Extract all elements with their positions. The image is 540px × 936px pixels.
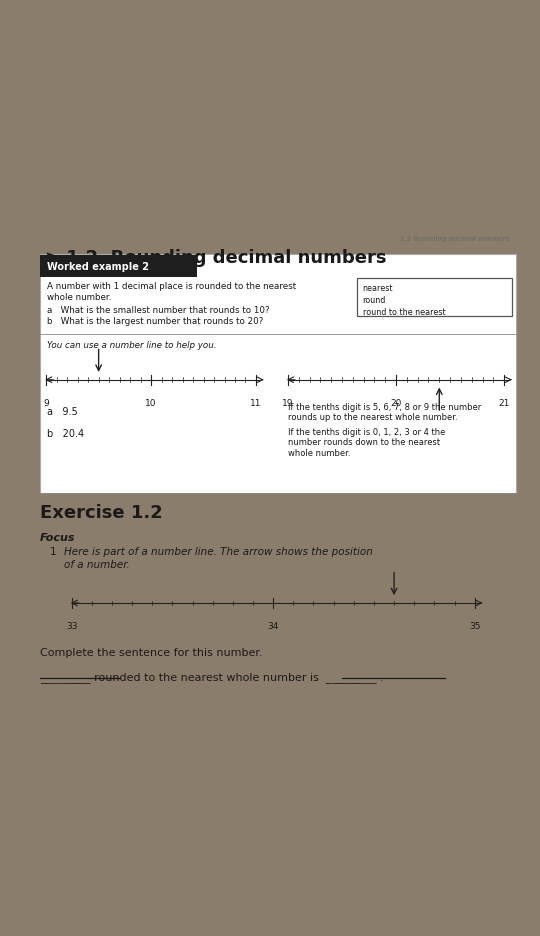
Text: Exercise 1.2: Exercise 1.2 [40, 504, 163, 521]
Text: 33: 33 [66, 622, 77, 630]
Text: You can use a number line to help you.: You can use a number line to help you. [47, 340, 217, 349]
Text: Complete the sentence for this number.: Complete the sentence for this number. [40, 648, 262, 658]
Text: 1: 1 [50, 547, 56, 557]
Text: 34: 34 [267, 622, 279, 630]
Text: a   9.5: a 9.5 [47, 406, 78, 417]
Text: 11: 11 [250, 399, 262, 407]
Text: nearest: nearest [363, 284, 393, 293]
Text: b   What is the largest number that rounds to 20?: b What is the largest number that rounds… [47, 316, 264, 326]
Text: round to the nearest: round to the nearest [363, 308, 445, 316]
Bar [40, 256, 197, 278]
Text: 21: 21 [498, 399, 510, 407]
Text: 1.2 Rounding decimal numbers: 1.2 Rounding decimal numbers [400, 236, 509, 242]
Text: a   What is the smallest number that rounds to 10?: a What is the smallest number that round… [47, 305, 270, 314]
Text: > 1.2  Rounding decimal numbers: > 1.2 Rounding decimal numbers [45, 249, 386, 267]
Text: 20: 20 [390, 399, 402, 407]
Bar [40, 255, 516, 494]
Text: A number with 1 decimal place is rounded to the nearest
whole number.: A number with 1 decimal place is rounded… [47, 282, 296, 301]
Bar [357, 279, 511, 316]
Text: Focus: Focus [40, 533, 75, 543]
Text: _________ rounded to the nearest whole number is  _________ .: _________ rounded to the nearest whole n… [40, 671, 383, 682]
Text: 35: 35 [469, 622, 481, 630]
Text: 10: 10 [145, 399, 157, 407]
Text: round: round [363, 296, 386, 305]
Text: of a number.: of a number. [64, 559, 130, 569]
Text: If the tenths digit is 0, 1, 2, 3 or 4 the
number rounds down to the nearest
who: If the tenths digit is 0, 1, 2, 3 or 4 t… [288, 428, 445, 457]
Text: b   20.4: b 20.4 [47, 429, 84, 439]
Text: Here is part of a number line. The arrow shows the position: Here is part of a number line. The arrow… [64, 547, 373, 557]
Text: 19: 19 [282, 399, 294, 407]
Text: 9: 9 [43, 399, 49, 407]
Text: If the tenths digit is 5, 6, 7, 8 or 9 the number
rounds up to the nearest whole: If the tenths digit is 5, 6, 7, 8 or 9 t… [288, 402, 481, 422]
Text: Worked example 2: Worked example 2 [47, 262, 149, 271]
